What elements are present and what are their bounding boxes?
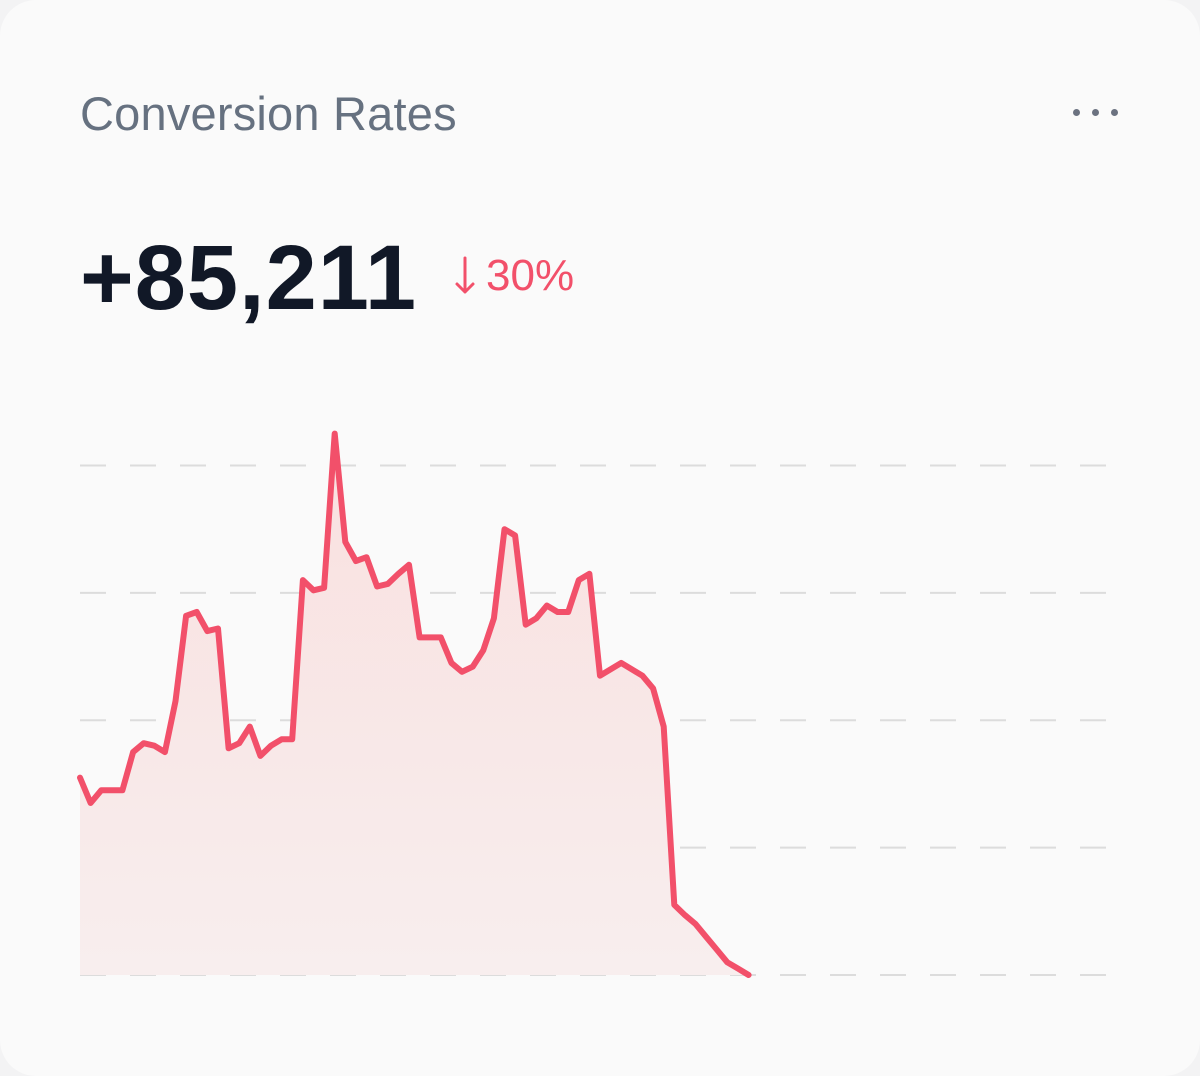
metric-value: +85,211 [80, 227, 418, 329]
series-area [80, 433, 749, 976]
more-horizontal-icon-dot [1110, 108, 1118, 116]
series-line [77, 430, 752, 978]
arrow-down-icon [455, 256, 475, 294]
card-title: Conversion Rates [80, 87, 457, 140]
more-horizontal-icon [1072, 108, 1080, 116]
more-horizontal-icon-dot [1091, 108, 1099, 116]
metric-change-text: 30% [486, 251, 575, 300]
metric-change: 30% [452, 248, 574, 304]
more-options-button[interactable] [1058, 92, 1132, 132]
